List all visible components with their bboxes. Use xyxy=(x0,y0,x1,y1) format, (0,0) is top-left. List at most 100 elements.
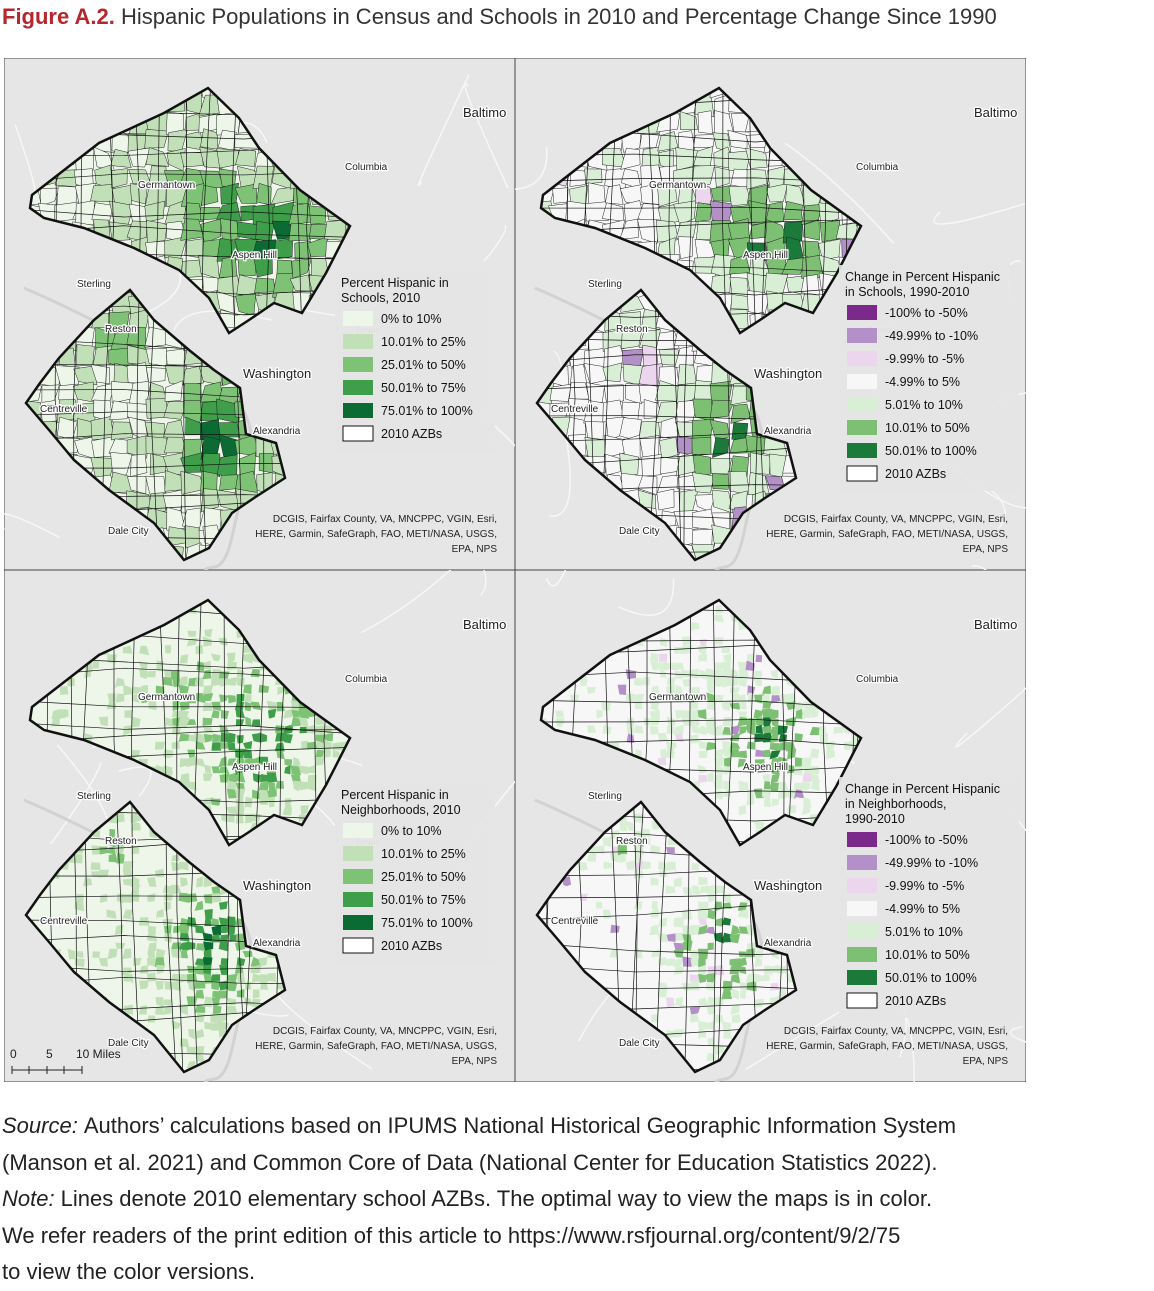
zone xyxy=(123,973,134,984)
zone xyxy=(298,708,309,719)
zone xyxy=(211,934,221,943)
legend-label: -49.99% to -10% xyxy=(885,329,978,343)
zone xyxy=(284,798,292,807)
zone xyxy=(59,877,68,888)
zone xyxy=(282,804,293,816)
zone xyxy=(706,973,716,983)
zone xyxy=(675,710,684,720)
zone xyxy=(315,756,325,767)
zone xyxy=(681,669,693,678)
azb-line xyxy=(236,600,247,1072)
zone xyxy=(731,422,749,440)
zone xyxy=(187,630,198,637)
zone xyxy=(638,420,661,440)
zone xyxy=(180,740,190,750)
zone xyxy=(706,1020,715,1030)
zone xyxy=(675,973,684,984)
zone xyxy=(601,958,612,968)
zone xyxy=(82,950,92,960)
county-border xyxy=(535,288,798,562)
zone xyxy=(164,717,173,727)
zone xyxy=(218,756,227,768)
zone xyxy=(682,662,691,670)
zone xyxy=(140,829,147,840)
zone xyxy=(697,1021,709,1032)
zone xyxy=(713,996,724,1006)
zone xyxy=(274,732,286,742)
zone xyxy=(243,740,253,749)
zone xyxy=(826,749,836,760)
county-border xyxy=(24,288,287,562)
zone xyxy=(236,693,245,703)
zone xyxy=(643,692,652,704)
zone xyxy=(130,453,148,477)
zone xyxy=(737,908,749,919)
zone xyxy=(301,740,309,750)
zone xyxy=(617,950,629,959)
zone xyxy=(170,884,182,895)
zone xyxy=(769,732,779,744)
zone xyxy=(227,742,236,751)
zone xyxy=(673,200,697,226)
zone xyxy=(84,668,92,678)
zone xyxy=(674,757,683,767)
zone xyxy=(218,1012,228,1022)
zone xyxy=(834,733,845,741)
zone xyxy=(147,948,155,959)
zone xyxy=(274,742,285,752)
zone xyxy=(800,204,823,226)
zone xyxy=(154,628,166,638)
zone xyxy=(170,652,181,663)
zone xyxy=(109,400,132,420)
zone xyxy=(148,942,157,952)
zone xyxy=(665,974,676,984)
zone xyxy=(146,972,156,982)
legend-label: 50.01% to 75% xyxy=(381,381,466,395)
zone xyxy=(266,772,278,783)
legend-title: Neighborhoods, 2010 xyxy=(341,803,461,817)
zone xyxy=(179,701,190,712)
zone xyxy=(83,964,92,975)
zone xyxy=(236,989,245,998)
zone xyxy=(755,749,765,757)
zone xyxy=(771,798,780,807)
zone xyxy=(234,701,245,711)
zone xyxy=(649,710,661,718)
zone xyxy=(721,740,731,752)
zone xyxy=(649,652,659,663)
zone xyxy=(171,1044,182,1054)
zone xyxy=(706,1004,716,1016)
zone xyxy=(667,653,677,664)
zone xyxy=(163,668,173,679)
zone xyxy=(610,868,621,879)
zone xyxy=(698,973,709,983)
zone xyxy=(666,1007,676,1014)
figure-title: Figure A.2. Hispanic Populations in Cens… xyxy=(2,4,997,30)
zone xyxy=(219,694,229,703)
zone xyxy=(738,804,746,816)
footer-line: to view the color versions. xyxy=(2,1254,956,1291)
azb-line xyxy=(749,600,759,1072)
zone xyxy=(127,147,152,168)
zone xyxy=(147,916,156,926)
zone xyxy=(50,716,61,727)
place-label: Dale City xyxy=(108,1038,149,1049)
place-label: Baltimo xyxy=(463,617,506,632)
zone xyxy=(570,916,579,928)
zone xyxy=(237,972,246,984)
zone xyxy=(211,701,222,711)
zone xyxy=(689,980,700,991)
zone xyxy=(697,740,709,749)
zone xyxy=(602,677,612,687)
azb-line xyxy=(223,600,230,1072)
zone xyxy=(90,693,100,704)
figure-title-text: Hispanic Populations in Census and Schoo… xyxy=(121,4,997,29)
zone xyxy=(802,773,813,782)
zone xyxy=(745,948,755,958)
zone xyxy=(314,764,324,776)
zone xyxy=(51,878,61,886)
county-border xyxy=(539,598,863,847)
zone xyxy=(155,997,164,1007)
